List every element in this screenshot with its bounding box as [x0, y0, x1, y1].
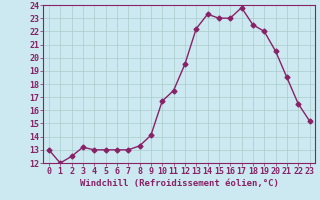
- X-axis label: Windchill (Refroidissement éolien,°C): Windchill (Refroidissement éolien,°C): [80, 179, 279, 188]
